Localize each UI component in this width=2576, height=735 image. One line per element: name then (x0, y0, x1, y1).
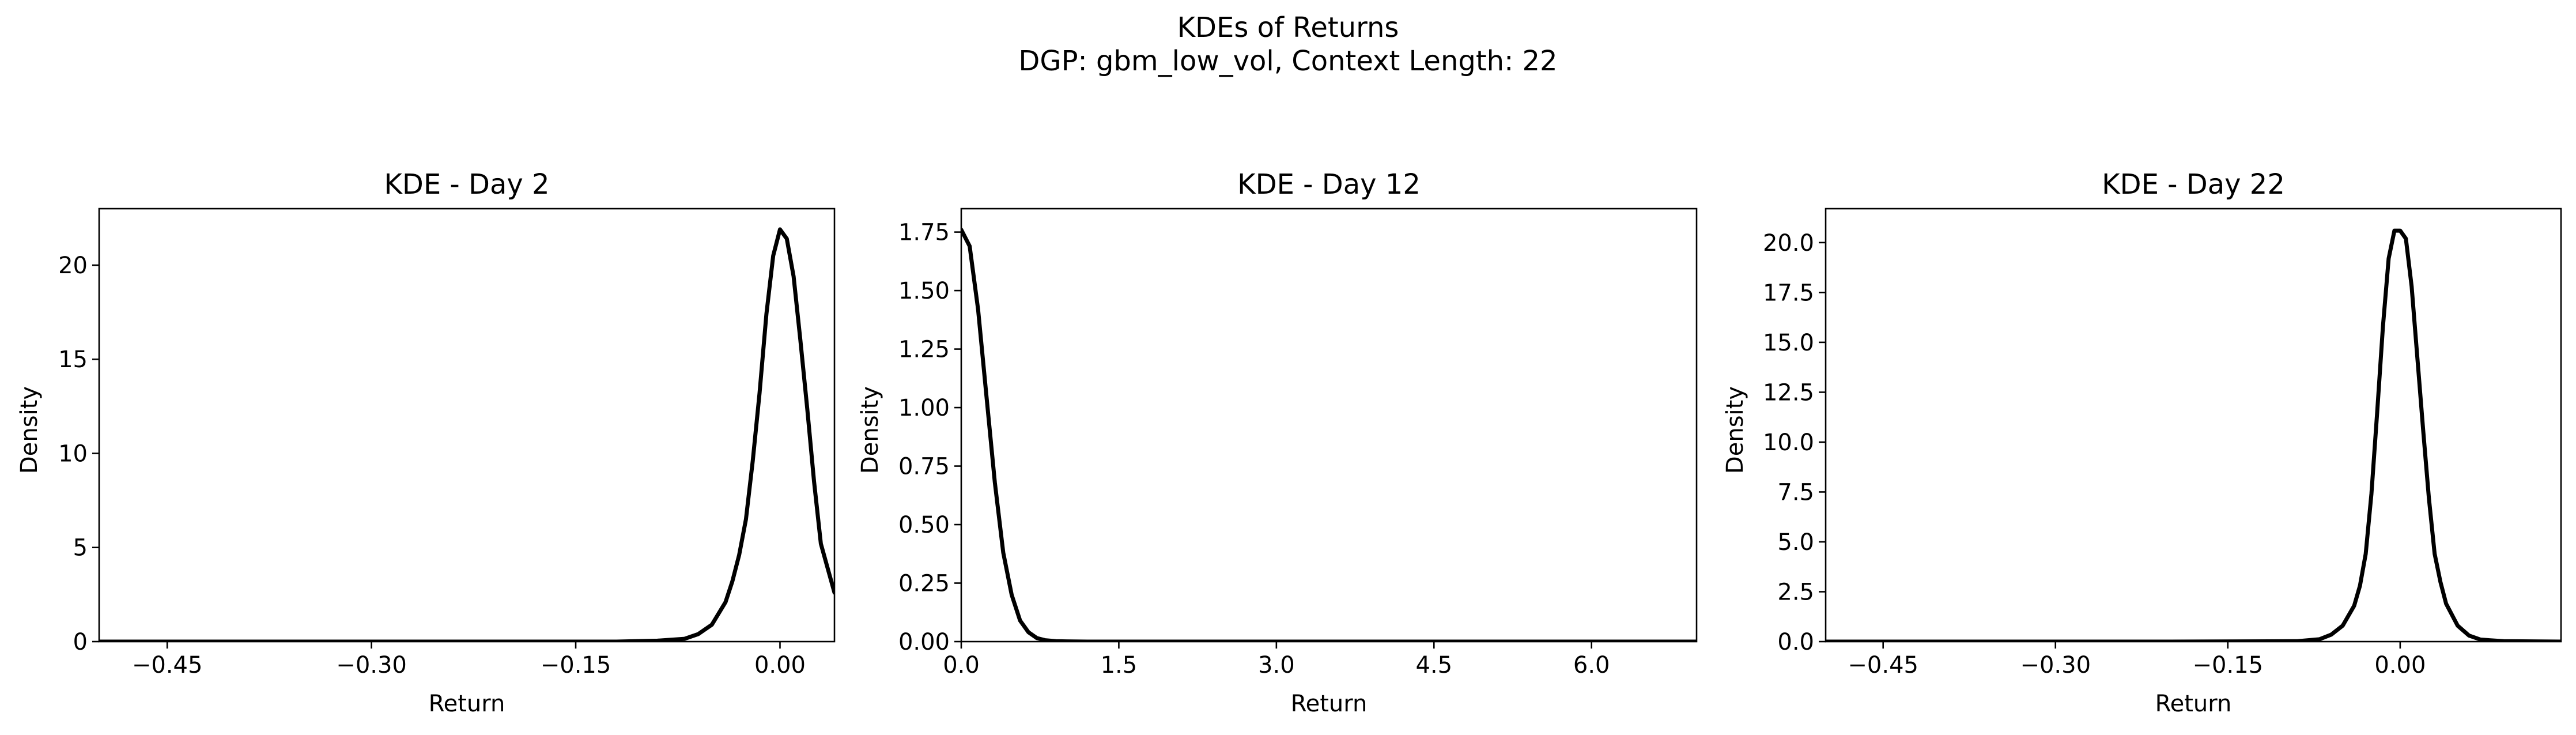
y-tick-label: 20.0 (1763, 230, 1814, 257)
subplot-title: KDE - Day 22 (2102, 168, 2285, 201)
x-axis-label: Return (429, 691, 505, 717)
x-tick-label: −0.45 (1848, 652, 1918, 679)
x-tick-label: 4.5 (1415, 652, 1452, 679)
y-tick-label: 2.5 (1777, 579, 1814, 605)
kde-curve (99, 227, 834, 642)
y-tick-label: 0 (73, 629, 88, 655)
y-axis-label: Density (16, 386, 43, 474)
x-tick-label: 1.5 (1101, 652, 1138, 679)
y-axis-label: Density (857, 386, 883, 474)
axes-frame (1825, 208, 2562, 643)
subplot-day-22: KDE - Day 22 Return Density −0.45 −0.30 −0… (1722, 168, 2562, 717)
subplot-day-12: KDE - Day 12 Return Density 0.0 1.5 3.0 4.5… (857, 168, 1698, 717)
x-tick-label: 0.00 (754, 652, 806, 679)
plot-area: 0.0 1.5 3.0 4.5 6.0 0.00 0.25 0.50 0.75 1.00 1.25 1… (898, 220, 1697, 679)
y-tick-label: 10 (58, 440, 88, 467)
y-tick-label: 5 (73, 535, 88, 561)
y-tick-label: 0.75 (898, 454, 950, 480)
figure-title-line-1: KDEs of Returns (1177, 12, 1399, 44)
x-tick-label: −0.30 (2020, 652, 2091, 679)
kde-curve (961, 228, 1697, 642)
y-tick-label: 15 (58, 346, 88, 373)
y-tick-label: 0.25 (898, 571, 950, 597)
x-axis-label: Return (1291, 691, 1368, 717)
x-tick-label: 3.0 (1258, 652, 1295, 679)
y-tick-label: 0.0 (1777, 629, 1814, 655)
subplot-title: KDE - Day 12 (1237, 168, 1421, 201)
y-tick-label: 10.0 (1763, 429, 1814, 456)
y-axis-label: Density (1722, 386, 1748, 474)
x-tick-label: −0.30 (336, 652, 407, 679)
y-tick-label: 0.00 (898, 629, 950, 655)
y-tick-label: 17.5 (1763, 280, 1814, 306)
y-tick-label: 20 (58, 252, 88, 279)
y-tick-label: 12.5 (1763, 379, 1814, 406)
x-tick-label: −0.45 (132, 652, 203, 679)
x-axis-label: Return (2155, 691, 2232, 717)
y-tick-label: 15.0 (1763, 330, 1814, 356)
y-tick-label: 1.25 (898, 337, 950, 363)
y-tick-label: 7.5 (1777, 479, 1814, 506)
x-tick-label: −0.15 (541, 652, 611, 679)
plot-area: −0.45 −0.30 −0.15 0.00 0 5 10 15 20 (58, 227, 834, 679)
y-tick-label: 5.0 (1777, 529, 1814, 556)
y-tick-label: 1.50 (898, 278, 950, 304)
figure-title-line-2: DGP: gbm_low_vol, Context Length: 22 (1018, 45, 1557, 77)
x-tick-label: 6.0 (1573, 652, 1610, 679)
axes-frame (98, 208, 836, 643)
axes-frame (960, 208, 1698, 643)
x-tick-label: 0.0 (943, 652, 980, 679)
subplot-title: KDE - Day 2 (384, 168, 549, 201)
subplot-day-2: KDE - Day 2 Return Density −0.45 −0.30 −0.… (16, 168, 836, 717)
x-tick-label: −0.15 (2193, 652, 2264, 679)
plot-area: −0.45 −0.30 −0.15 0.00 0.0 2.5 5.0 7.5 10.0 12.5 1… (1763, 228, 2561, 679)
y-tick-label: 0.50 (898, 512, 950, 538)
kde-curve (1826, 228, 2561, 642)
x-tick-label: 0.00 (2374, 652, 2426, 679)
y-tick-label: 1.75 (898, 220, 950, 246)
y-tick-label: 1.00 (898, 395, 950, 421)
